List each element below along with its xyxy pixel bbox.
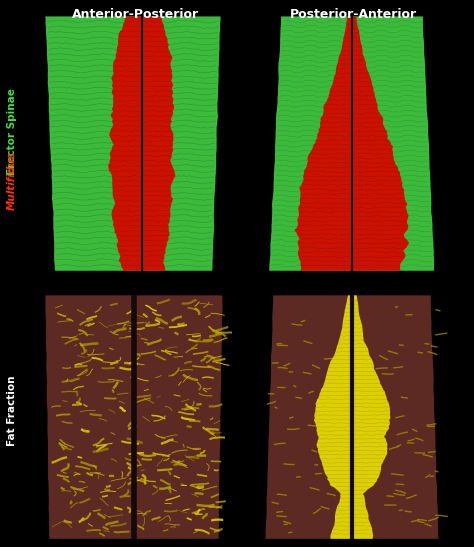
Text: Multifidus: Multifidus: [7, 151, 17, 210]
Polygon shape: [269, 16, 434, 271]
Text: Erector Spinae: Erector Spinae: [7, 88, 17, 174]
Polygon shape: [108, 16, 175, 271]
Polygon shape: [46, 295, 223, 539]
Polygon shape: [314, 295, 391, 539]
Polygon shape: [45, 16, 221, 271]
Text: Fat Fraction: Fat Fraction: [7, 375, 17, 445]
Text: Posterior-Anterior: Posterior-Anterior: [290, 8, 417, 21]
Text: Anterior-Posterior: Anterior-Posterior: [72, 8, 199, 21]
Polygon shape: [294, 16, 409, 271]
Polygon shape: [265, 295, 438, 539]
